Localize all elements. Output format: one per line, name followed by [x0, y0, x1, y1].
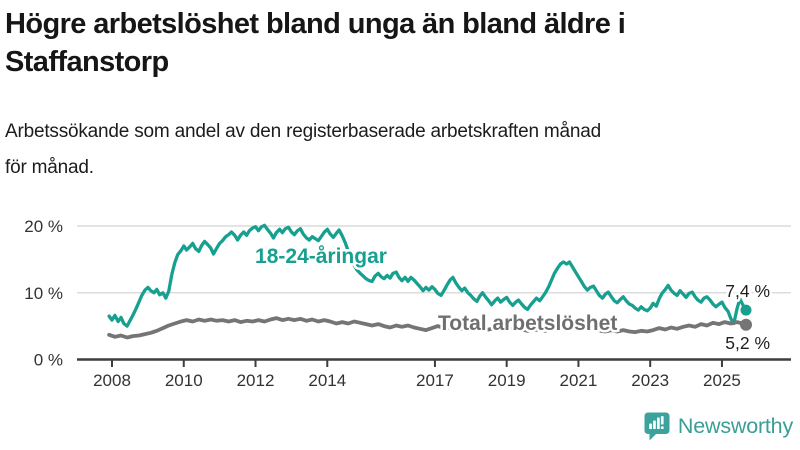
x-tick-label: 2023: [631, 371, 669, 390]
x-tick-label: 2017: [416, 371, 454, 390]
page-title: Högre arbetslöshet bland unga än bland ä…: [5, 8, 626, 78]
series-label-total: Total arbetslöshet: [438, 312, 617, 335]
x-tick-label: 2025: [703, 371, 741, 390]
series-line: [107, 223, 748, 328]
end-value-label-total: 5,2 %: [725, 333, 770, 353]
x-tick-label: 2012: [237, 371, 275, 390]
bar-chart-speech-bubble-icon: [644, 412, 670, 441]
series-end-dot: [740, 304, 752, 316]
x-axis-ticks: 2008 2010 2012 2014 2017 2019 2021 2023 2025: [93, 359, 741, 390]
chart-subtitle: Arbetssökande som andel av den registerb…: [5, 121, 602, 178]
x-tick-label: 2021: [560, 371, 598, 390]
series-label-youth: 18-24-åringar: [255, 245, 387, 268]
x-tick-label: 2010: [165, 371, 203, 390]
line-chart: 2008 2010 2012 2014 2017 2019 2021 2023 2025 20 …: [24, 217, 791, 390]
x-tick-label: 2014: [308, 371, 346, 390]
series-end-dot: [740, 318, 752, 331]
newsworthy-branding[interactable]: Newsworthy: [644, 412, 793, 441]
y-tick-label-20: 20 %: [24, 217, 63, 236]
series-layer: [107, 223, 752, 340]
x-tick-label: 2019: [488, 371, 526, 390]
series-line: [107, 316, 748, 340]
brand-name: Newsworthy: [677, 414, 793, 438]
y-tick-label-0: 0 %: [34, 351, 63, 370]
end-value-label-youth: 7,4 %: [725, 281, 770, 301]
x-tick-label: 2008: [93, 371, 131, 390]
y-tick-label-10: 10 %: [24, 284, 63, 303]
